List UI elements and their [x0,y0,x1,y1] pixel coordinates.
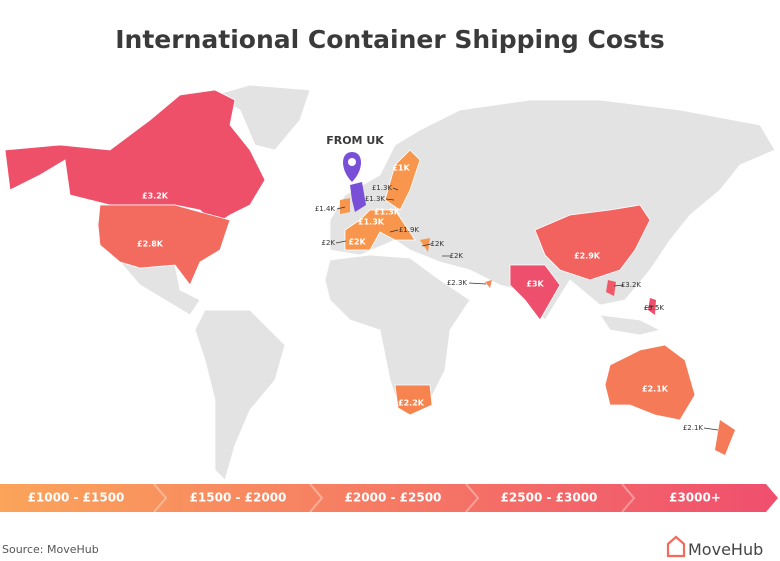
legend-label: £1500 - £2000 [190,491,287,505]
legend-label: £2000 - £2500 [345,491,442,505]
cost-labels: £3.2K £2.8K £1.4K £1.3K £1.3K £1K £1.3K … [137,164,703,433]
world-map [4,84,776,481]
cost-label: £1.4K [315,205,336,213]
cost-label: £1.3K [372,184,393,192]
title: International Container Shipping Costs [115,25,665,54]
cost-label: £2K [322,239,336,247]
origin-label: FROM UK [326,134,384,147]
legend-label: £1000 - £1500 [28,491,125,505]
cost-label: £2K [450,252,464,260]
cost-label: £2.9K [574,252,601,261]
brand-logo [666,535,686,558]
brand: MoveHub [688,540,763,559]
cost-label: £2K [431,240,445,248]
cost-label: £1.3K [374,208,401,217]
cost-label: £1.9K [399,226,420,234]
legend-bar: £1000 - £1500 £1500 - £2000 £2000 - £250… [0,483,778,513]
legend-label: £2500 - £3000 [501,491,598,505]
cost-label: £1.3K [358,218,385,227]
cost-label: £2.1K [642,385,669,394]
cost-label: £3.2K [142,192,169,201]
source: Source: MoveHub [2,543,99,556]
cost-label: £3.2K [621,281,642,289]
cost-label: £2K [348,238,366,247]
cost-label: £2.3K [447,279,468,287]
cost-label: £2.8K [137,240,164,249]
cost-label: £2.2K [398,399,425,408]
cost-label: £3.5K [644,304,665,312]
cost-label: £2.1K [683,424,704,432]
cost-label: £1K [392,164,410,173]
cost-label: £1.3K [365,195,386,203]
cost-label: £3K [526,280,544,289]
legend-label: £3000+ [669,491,721,505]
